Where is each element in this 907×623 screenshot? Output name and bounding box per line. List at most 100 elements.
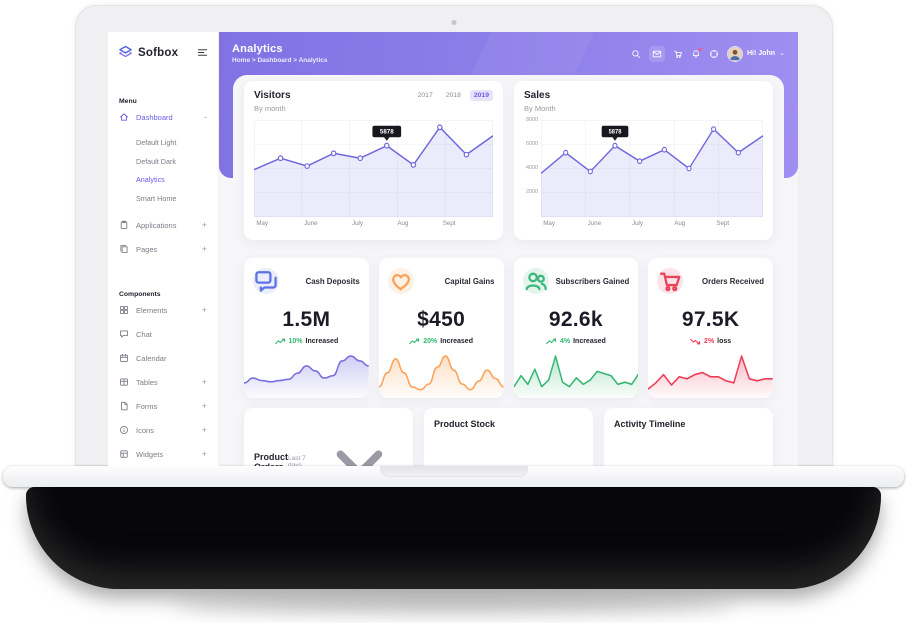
sales-title: Sales bbox=[524, 90, 551, 101]
sofbox-logo-icon bbox=[118, 45, 133, 60]
message-icon bbox=[255, 271, 277, 292]
search-icon[interactable] bbox=[631, 49, 641, 59]
sidebar-item-icons[interactable]: Icons + bbox=[108, 418, 218, 442]
visitors-card: Visitors By month 2017 2018 2019 5878 May J… bbox=[244, 81, 503, 240]
x-tick-label: Sept bbox=[716, 219, 730, 227]
data-point[interactable] bbox=[410, 161, 417, 168]
bell-icon[interactable] bbox=[691, 47, 702, 59]
data-point[interactable] bbox=[463, 151, 470, 157]
stat-change: 4% Increased bbox=[523, 338, 630, 345]
trend-up-icon bbox=[274, 338, 285, 345]
mail-icon[interactable] bbox=[649, 45, 665, 62]
sales-subtitle: By Month bbox=[524, 103, 556, 113]
data-point[interactable] bbox=[612, 142, 618, 149]
data-point[interactable] bbox=[330, 149, 337, 156]
stat-sparkline bbox=[244, 352, 369, 398]
chevron-down-icon bbox=[780, 52, 784, 55]
cart-icon bbox=[674, 50, 682, 58]
svg-text:5878: 5878 bbox=[380, 128, 394, 135]
sidebar-subitem-analytics[interactable]: Analytics bbox=[136, 175, 165, 184]
expand-toggle-icon[interactable]: + bbox=[201, 400, 207, 411]
visitors-title: Visitors bbox=[254, 90, 291, 101]
sidebar-subitem-smart-home[interactable]: Smart Home bbox=[136, 193, 177, 203]
visitors-year-tabs: 2017 2018 2019 bbox=[414, 90, 493, 101]
table-icon bbox=[120, 378, 128, 386]
expand-toggle-icon[interactable]: + bbox=[201, 376, 207, 387]
users-icon bbox=[525, 272, 547, 291]
sidebar-item-tables[interactable]: Tables + bbox=[108, 370, 218, 394]
laptop-base bbox=[26, 487, 881, 589]
sidebar-item-dashboard[interactable]: Dashboard - bbox=[108, 105, 218, 129]
stat-sparkline bbox=[513, 352, 639, 398]
data-point[interactable] bbox=[735, 149, 741, 156]
compass-icon bbox=[710, 49, 718, 58]
date-range-dropdown[interactable]: Last 7 days bbox=[288, 419, 403, 466]
stat-change: 20% Increased bbox=[388, 338, 495, 345]
x-tick-label: July bbox=[632, 219, 644, 227]
data-point[interactable] bbox=[661, 146, 667, 153]
profile-menu[interactable]: Hi! John bbox=[727, 45, 785, 62]
home-icon bbox=[120, 113, 128, 121]
page-heading: Analytics Home > Dashboard > Analytics bbox=[232, 43, 328, 65]
sidebar-item-applications[interactable]: Applications + bbox=[108, 213, 218, 237]
sidebar-item-elements[interactable]: Elements + bbox=[108, 298, 218, 322]
visitors-line-chart[interactable]: 5878 bbox=[254, 119, 493, 217]
chevron-down-icon bbox=[336, 450, 383, 466]
line-chart-svg: 5878 bbox=[541, 119, 763, 217]
data-point[interactable] bbox=[277, 154, 284, 161]
data-point[interactable] bbox=[384, 142, 390, 149]
x-tick-label: Aug bbox=[397, 219, 409, 227]
menu-section-label: Menu bbox=[119, 98, 137, 105]
brand-logo[interactable]: Sofbox bbox=[108, 32, 218, 68]
expand-toggle-icon[interactable]: + bbox=[201, 219, 207, 230]
compass-icon[interactable] bbox=[709, 49, 719, 59]
sidebar-item-chat[interactable]: Chat bbox=[108, 322, 218, 346]
hamburger-menu-icon[interactable] bbox=[197, 47, 208, 58]
trend-down-icon bbox=[690, 338, 701, 345]
content-area: Visitors By month 2017 2018 2019 5878 May J… bbox=[233, 75, 784, 466]
year-tab-2019[interactable]: 2019 bbox=[469, 90, 493, 101]
cart-icon[interactable] bbox=[673, 49, 683, 59]
sidebar-item-widgets[interactable]: Widgets + bbox=[108, 442, 218, 466]
expand-toggle-icon[interactable]: - bbox=[204, 111, 207, 122]
svg-text:5878: 5878 bbox=[609, 128, 622, 135]
data-point[interactable] bbox=[637, 157, 643, 164]
file-icon bbox=[121, 401, 128, 411]
expand-toggle-icon[interactable]: + bbox=[201, 304, 207, 315]
sidebar-subitem-default-dark[interactable]: Default Dark bbox=[136, 156, 176, 166]
expand-toggle-icon[interactable]: + bbox=[201, 448, 207, 459]
expand-toggle-icon[interactable]: + bbox=[201, 424, 207, 435]
mail-icon bbox=[652, 50, 662, 57]
components-section-label: Components bbox=[119, 291, 161, 298]
year-tab-2018[interactable]: 2018 bbox=[445, 92, 461, 99]
grid-icon bbox=[120, 306, 128, 314]
trend-up-icon bbox=[409, 338, 420, 345]
data-point[interactable] bbox=[357, 154, 363, 161]
sidebar-item-calendar[interactable]: Calendar bbox=[108, 346, 218, 370]
sofbox-cube-icon bbox=[119, 45, 132, 58]
y-tick-label: 8000 bbox=[526, 116, 538, 123]
data-point[interactable] bbox=[711, 125, 717, 132]
data-point[interactable] bbox=[686, 165, 692, 171]
x-tick-label: Aug bbox=[674, 219, 686, 227]
page-title: Analytics bbox=[232, 42, 283, 55]
data-point[interactable] bbox=[304, 162, 310, 169]
visitors-x-axis: May June July Aug Sept bbox=[254, 217, 493, 231]
sidebar-item-forms[interactable]: Forms + bbox=[108, 394, 218, 418]
year-tab-2017[interactable]: 2017 bbox=[417, 92, 433, 99]
data-point[interactable] bbox=[563, 149, 569, 156]
x-tick-label: Sept bbox=[442, 219, 456, 227]
sidebar-item-pages[interactable]: Pages + bbox=[108, 237, 218, 261]
heart-icon bbox=[391, 273, 410, 291]
sidebar-subitem-default-light[interactable]: Default Light bbox=[136, 138, 177, 147]
trend-up-icon bbox=[546, 338, 557, 345]
expand-toggle-icon[interactable]: + bbox=[201, 243, 207, 254]
bottom-card-activity-timeline: Activity Timeline bbox=[604, 408, 773, 466]
laptop-keyboard-deck bbox=[3, 466, 904, 487]
laptop-camera bbox=[451, 20, 457, 25]
sparkline-svg bbox=[513, 355, 639, 398]
sales-line-chart[interactable]: 5878 bbox=[541, 119, 763, 217]
data-point[interactable] bbox=[587, 168, 593, 174]
chat-icon bbox=[120, 330, 128, 338]
data-point[interactable] bbox=[437, 123, 443, 130]
